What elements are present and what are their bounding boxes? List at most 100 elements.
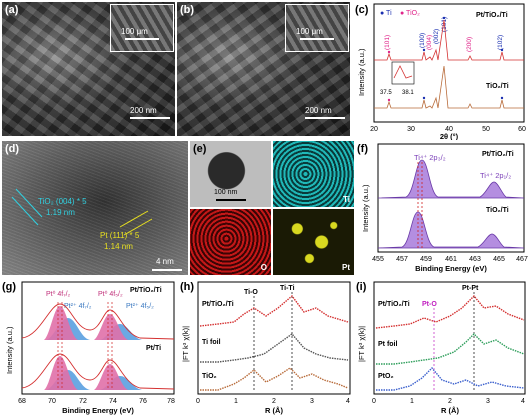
- pt-fringe-value: 1.14 nm: [104, 242, 133, 251]
- exafs-h-xtick: 1: [234, 398, 238, 405]
- exafs-i-xtick: 4: [521, 398, 525, 405]
- plot-frame: [373, 281, 526, 395]
- marker-ti: [422, 48, 426, 52]
- peak-label: (002): [433, 29, 440, 44]
- exafs-h-xtick: 2: [272, 398, 276, 405]
- eds-map-pt-label: Pt: [342, 263, 350, 272]
- xps-f-xtick: 463: [469, 256, 481, 263]
- eds-map-ti-label: Ti: [343, 195, 350, 204]
- xps-f-bottom-fill: [377, 211, 525, 249]
- panel-h-svg: (h) Pt/TiO₂/Ti Ti foil TiO₂ Ti-O Ti-Ti |…: [180, 281, 351, 415]
- zoom-tick: 37.5: [380, 90, 392, 96]
- panel-c-xrd: (c) ● Ti ● TiO₂ Pt/TiO₂/Ti TiO₂/Ti (101)…: [352, 0, 528, 140]
- eds-map-pt: Pt: [273, 209, 354, 275]
- exafs-h-xtick: 0: [196, 398, 200, 405]
- marker-tio2: [387, 50, 391, 54]
- peak-label: (102): [497, 35, 504, 50]
- xps-g-xtick: 74: [109, 398, 117, 405]
- xps-g-xtick: 76: [139, 398, 147, 405]
- xps-f-xtick: 457: [396, 256, 408, 263]
- peak-label: (101): [384, 35, 391, 50]
- exafs-i-xtick: 1: [410, 398, 414, 405]
- xps-f-xlabel: Binding Energy (eV): [415, 264, 487, 273]
- marker-tio2: [387, 98, 391, 102]
- exafs-h-xtick: 3: [310, 398, 314, 405]
- panel-b-inset-scalebar: [300, 38, 334, 40]
- xps-f-top-fill: [377, 159, 525, 199]
- plot-frame: [373, 3, 525, 123]
- panel-letter-b: (b): [180, 4, 195, 16]
- peak-label: (200): [466, 37, 473, 52]
- xps-g-pt0-72: Pt⁰ 4f₇/₂: [46, 290, 71, 298]
- exafs-h-curve-1: [199, 294, 349, 327]
- panel-b-scale-label: 200 nm: [305, 106, 332, 115]
- panel-letter-f: (f): [357, 143, 368, 155]
- xrd-xtick: 20: [370, 126, 378, 133]
- xrd-ylabel: Intensity (a.u.): [357, 48, 366, 96]
- panel-a-sem-image: (a) 100 μm 200 nm: [2, 2, 175, 136]
- panel-b-inset-scale: 100 μm: [296, 27, 323, 36]
- xrd-trace-pt-tio2-ti: [374, 19, 524, 61]
- exafs-i-s3: PtO₂: [378, 373, 394, 380]
- xps-g-sample-top: Pt/TiO₂/Ti: [130, 287, 162, 294]
- panel-d-scalebar: [152, 269, 182, 271]
- marker-ti: [500, 96, 504, 100]
- panel-b-sem-image: (b) 100 μm 200 nm: [177, 2, 350, 136]
- exafs-h-s2: Ti foil: [202, 339, 221, 346]
- tio2-fringe-line: [15, 188, 43, 218]
- eds-tem-image: (e) 100 nm: [190, 141, 271, 207]
- xps-f-xtick: 459: [420, 256, 432, 263]
- xps-g-pt2-52: Pt²⁺ 4f₅/₂: [126, 303, 154, 310]
- panel-g-svg: (g) Pt/TiO₂/Ti Pt/Ti Pt⁰ 4f₇/₂ Pt⁰ 4f₅/₂…: [2, 281, 175, 415]
- tio2-fringe-value: 1.19 nm: [46, 208, 75, 217]
- legend-ti: ● Ti: [380, 10, 392, 17]
- exafs-h-l2: Ti-Ti: [280, 285, 295, 292]
- exafs-h-curve-3: [200, 367, 349, 391]
- xrd-xtick: 50: [482, 126, 490, 133]
- exafs-h-s1: Pt/TiO₂/Ti: [202, 301, 234, 308]
- panel-a-scale-label: 200 nm: [130, 106, 157, 115]
- xps-f-xtick: 461: [445, 256, 457, 263]
- exafs-i-curve-1: [375, 294, 525, 329]
- exafs-h-ylabel: |FT k³ χ(k)|: [181, 326, 190, 362]
- xrd-xlabel: 2θ (°): [440, 132, 459, 140]
- xps-g-xlabel: Binding Energy (eV): [62, 406, 134, 415]
- panel-i-svg: (i) Pt/TiO₂/Ti Pt foil PtO₂ Pt-O Pt-Pt |…: [356, 281, 526, 415]
- panel-c-svg: (c) ● Ti ● TiO₂ Pt/TiO₂/Ti TiO₂/Ti (101)…: [355, 3, 526, 140]
- eds-map-o-label: O: [260, 263, 267, 272]
- eds-tem-scalebar: [216, 199, 246, 201]
- panel-h-exafs-ti: (h) Pt/TiO₂/Ti Ti foil TiO₂ Ti-O Ti-Ti |…: [178, 278, 354, 417]
- exafs-i-curve-2: [376, 333, 525, 365]
- panel-letter-a: (a): [5, 4, 19, 16]
- xrd-sample-top: Pt/TiO₂/Ti: [476, 12, 508, 19]
- xps-g-sample-bottom: Pt/Ti: [146, 345, 161, 352]
- panel-f-xps-ti: (f) Pt/TiO₂/Ti TiO₂/Ti Ti⁴⁺ 2p₃/₂ Ti⁴⁺ 2…: [356, 140, 528, 276]
- xps-g-xtick: 68: [18, 398, 26, 405]
- exafs-h-s3: TiO₂: [202, 373, 217, 380]
- exafs-i-l2: Pt-Pt: [462, 285, 479, 292]
- eds-tem-scale-label: 100 nm: [214, 189, 238, 196]
- panel-g-xps-pt: (g) Pt/TiO₂/Ti Pt/Ti Pt⁰ 4f₇/₂ Pt⁰ 4f₅/₂…: [0, 278, 178, 417]
- exafs-i-xtick: 2: [448, 398, 452, 405]
- exafs-h-xlabel: R (Å): [265, 406, 283, 415]
- xps-g-xtick: 78: [167, 398, 175, 405]
- xrd-zoom-inset: [391, 61, 415, 85]
- xps-g-bottom-envelope: [21, 353, 175, 390]
- panel-b-inset: 100 μm: [285, 4, 349, 52]
- pt-fringe-label: Pt (111) * 5: [100, 231, 140, 240]
- xrd-zoom-trace: [393, 65, 413, 79]
- xps-g-xtick: 72: [79, 398, 87, 405]
- peak-label: (100): [419, 33, 426, 48]
- panel-a-inset-scale: 100 μm: [121, 27, 148, 36]
- xps-f-sample-bottom: TiO₂/Ti: [486, 207, 509, 214]
- panel-i-exafs-pt: (i) Pt/TiO₂/Ti Pt foil PtO₂ Pt-O Pt-Pt |…: [354, 278, 529, 417]
- panel-d-annotations: [11, 188, 153, 236]
- exafs-i-xtick: 0: [372, 398, 376, 405]
- xps-f-sample-top: Pt/TiO₂/Ti: [482, 151, 514, 158]
- xps-f-peak2-label: Ti⁴⁺ 2p₁/₂: [480, 171, 511, 180]
- panel-b-scalebar: [305, 117, 345, 119]
- panel-d-hrtem-image: (d) TiO₂ (004) * 5 1.19 nm Pt (111) * 5 …: [2, 141, 188, 275]
- panel-d-scale-label: 4 nm: [156, 257, 174, 266]
- xps-g-top-pt0: [22, 306, 174, 340]
- zoom-tick: 38.1: [402, 90, 414, 96]
